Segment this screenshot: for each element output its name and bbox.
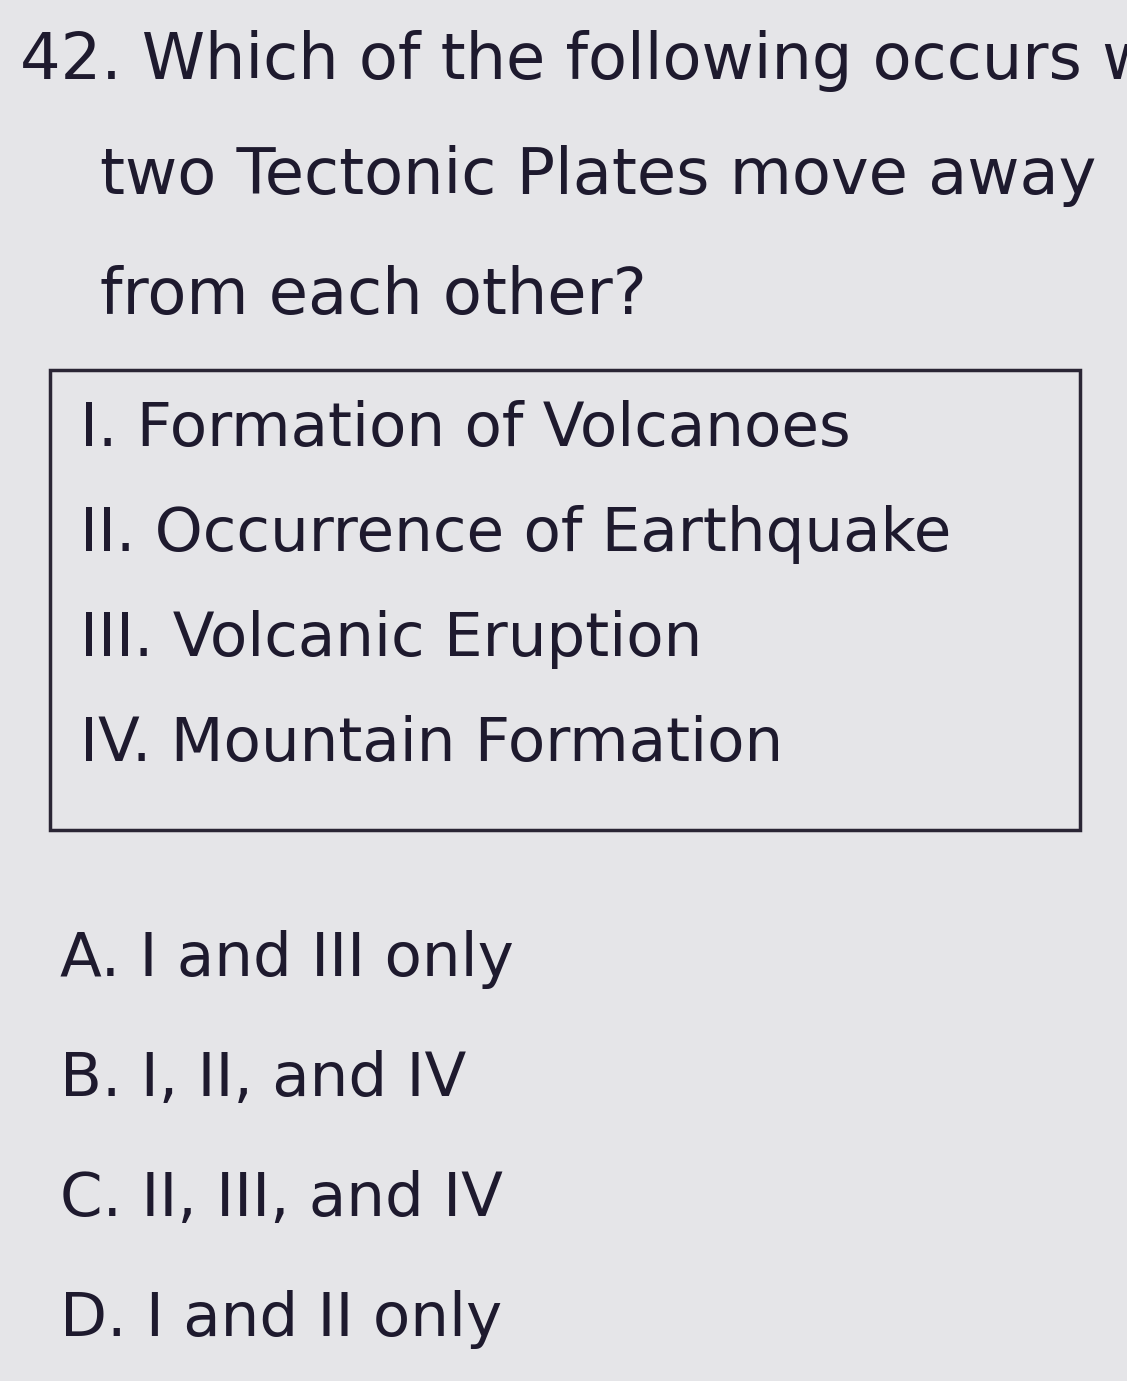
Text: two Tectonic Plates move away: two Tectonic Plates move away — [100, 145, 1097, 207]
Text: 42. Which of the following occurs when: 42. Which of the following occurs when — [20, 30, 1127, 93]
Text: from each other?: from each other? — [100, 265, 647, 327]
Text: D. I and II only: D. I and II only — [60, 1290, 503, 1349]
Text: II. Occurrence of Earthquake: II. Occurrence of Earthquake — [80, 505, 951, 563]
Text: C. II, III, and IV: C. II, III, and IV — [60, 1170, 503, 1229]
Text: III. Volcanic Eruption: III. Volcanic Eruption — [80, 610, 702, 668]
Text: A. I and III only: A. I and III only — [60, 929, 514, 989]
Text: B. I, II, and IV: B. I, II, and IV — [60, 1050, 467, 1109]
Bar — [50, 370, 1080, 830]
Text: I. Formation of Volcanoes: I. Formation of Volcanoes — [80, 400, 851, 458]
Text: IV. Mountain Formation: IV. Mountain Formation — [80, 715, 783, 773]
